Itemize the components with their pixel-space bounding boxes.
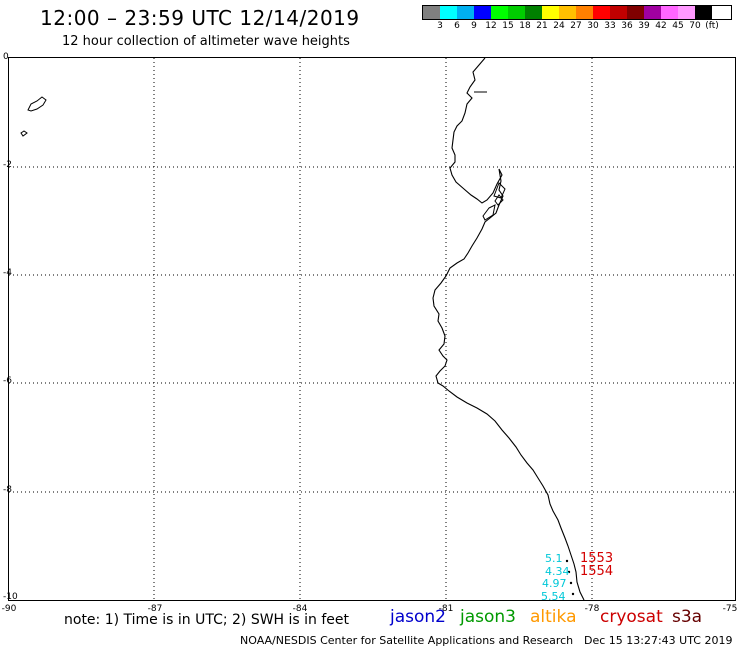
y-tick-label: -4 (3, 268, 12, 278)
color-scale-label: 70 (689, 21, 701, 31)
color-scale-label: 24 (553, 21, 565, 31)
color-scale-swatch (593, 6, 610, 19)
map-canvas (9, 57, 735, 601)
y-tick-label: -8 (3, 485, 12, 495)
color-scale-label: 18 (519, 21, 531, 31)
color-scale-swatch (559, 6, 576, 19)
color-scale-swatch (678, 6, 695, 19)
color-scale-swatch (491, 6, 508, 19)
color-scale-swatch (610, 6, 627, 19)
y-tick-label: -10 (3, 592, 18, 602)
color-scale-label: 30 (587, 21, 599, 31)
x-tick-label: -90 (1, 604, 17, 614)
graticule (9, 58, 735, 600)
x-tick-label: -78 (584, 604, 600, 614)
color-scale-labels: 3 6 9 12 15 18 21 24 27 30 33 36 39 42 45 70 (ft) (422, 20, 732, 32)
generated-timestamp: Dec 15 13:27:43 UTC 2019 (584, 634, 733, 647)
x-tick-label: -75 (722, 604, 738, 614)
wave-height-color-scale: 3 6 9 12 15 18 21 24 27 30 33 36 39 42 45 70 (ft) (422, 5, 732, 32)
map-subtitle: 12 hour collection of altimeter wave hei… (62, 34, 350, 49)
color-scale-swatch (661, 6, 678, 19)
color-scale-label: 15 (502, 21, 514, 31)
color-scale-swatch (576, 6, 593, 19)
observation-time: 1554 (580, 564, 614, 579)
color-scale-swatch (457, 6, 474, 19)
y-tick-label: 0 (3, 52, 9, 62)
color-scale-swatch (440, 6, 457, 19)
color-scale-label: 6 (454, 21, 460, 31)
legend-jason2: jason2 (390, 607, 446, 627)
y-tick-label: -2 (3, 160, 12, 170)
color-scale-swatch (542, 6, 559, 19)
swh-value: 5.1 (545, 552, 563, 565)
map-frame (8, 57, 736, 601)
color-scale-swatch (423, 6, 440, 19)
color-scale-label: 33 (604, 21, 616, 31)
color-scale-swatch (627, 6, 644, 19)
gulf-of-guayaquil (474, 91, 506, 221)
color-scale-label: 9 (471, 21, 477, 31)
legend-cryosat: cryosat (600, 607, 663, 627)
color-scale-label: (ft) (705, 21, 719, 31)
color-scale-label: 36 (621, 21, 633, 31)
color-scale-label: 39 (638, 21, 650, 31)
x-tick-label: -87 (147, 604, 163, 614)
color-scale-swatch (644, 6, 661, 19)
units-note: note: 1) Time is in UTC; 2) SWH is in fe… (64, 612, 350, 628)
swh-value: 5.54 (541, 590, 566, 603)
color-scale-swatch (474, 6, 491, 19)
swh-value: 4.97 (542, 577, 567, 590)
legend-jason3: jason3 (460, 607, 516, 627)
galapagos-islands (20, 96, 47, 137)
color-scale-swatch (695, 6, 712, 19)
map-title: 12:00 – 23:59 UTC 12/14/2019 (40, 6, 360, 30)
color-scale-label: 12 (485, 21, 497, 31)
swh-value: 4.34 (545, 565, 570, 578)
x-tick-label: -81 (438, 604, 454, 614)
color-scale-label: 42 (655, 21, 667, 31)
x-tick-label: -84 (292, 604, 308, 614)
color-scale-label: 21 (536, 21, 548, 31)
legend-altika: altika (530, 607, 577, 627)
color-scale-swatch (508, 6, 525, 19)
legend-s3a: s3a (672, 607, 703, 627)
altimeter-track (565, 559, 575, 596)
color-scale-swatch (525, 6, 542, 19)
color-scale-bar (422, 5, 732, 20)
color-scale-label: 45 (672, 21, 684, 31)
color-scale-label: 3 (437, 21, 443, 31)
color-scale-label: 27 (570, 21, 582, 31)
observation-time: 1553 (580, 551, 614, 566)
credit-line: NOAA/NESDIS Center for Satellite Applica… (240, 634, 574, 647)
y-tick-label: -6 (3, 376, 12, 386)
coastline (432, 57, 585, 601)
